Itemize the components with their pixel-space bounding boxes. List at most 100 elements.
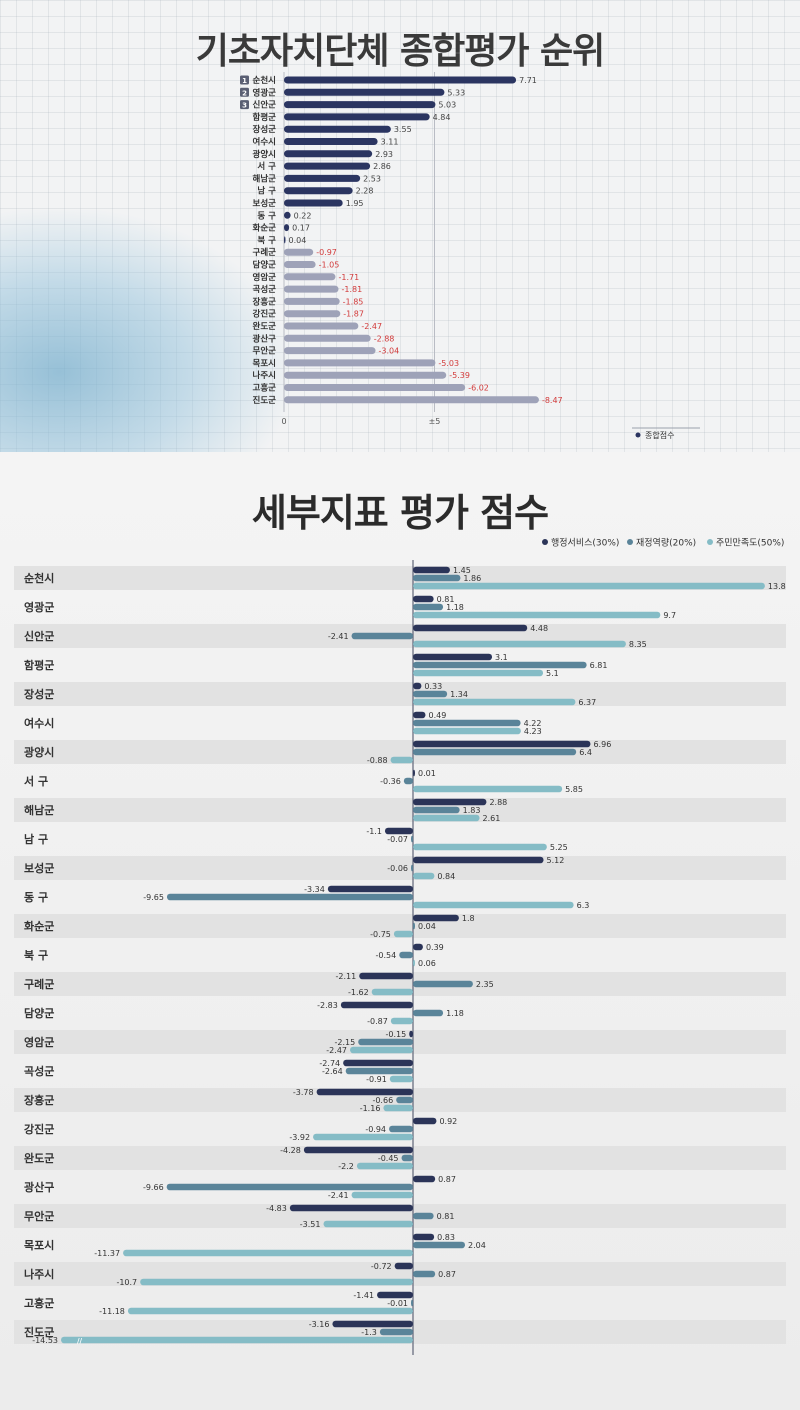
legend-label: 종합점수 bbox=[645, 430, 674, 440]
data-label: -2.41 bbox=[328, 632, 349, 641]
data-label: -5.03 bbox=[438, 359, 459, 368]
bar bbox=[389, 1075, 413, 1083]
bar bbox=[284, 322, 359, 330]
data-label: 7.71 bbox=[519, 76, 537, 85]
data-label: -3.04 bbox=[379, 347, 400, 356]
data-label: 0.81 bbox=[437, 1212, 455, 1221]
category-label: 진도군 bbox=[24, 1325, 54, 1339]
bar bbox=[345, 1067, 413, 1075]
legend-label: 행정서비스(30%) bbox=[551, 537, 619, 549]
data-label: 1.86 bbox=[463, 574, 481, 583]
bar bbox=[284, 224, 290, 232]
category-label: 영암군 bbox=[24, 1036, 54, 1049]
data-label: -1.85 bbox=[343, 297, 364, 306]
category-label: 영암군 bbox=[253, 272, 277, 283]
bar bbox=[284, 236, 286, 244]
bar bbox=[284, 150, 373, 158]
data-label: 6.4 bbox=[579, 748, 592, 757]
bar bbox=[284, 174, 361, 182]
bar bbox=[358, 1038, 413, 1046]
category-label: 나주시 bbox=[253, 370, 276, 381]
data-label: -2.88 bbox=[374, 334, 395, 343]
rank-badge bbox=[240, 87, 249, 97]
bar bbox=[413, 1241, 466, 1249]
bar bbox=[396, 1096, 413, 1104]
data-label: 0.83 bbox=[437, 1233, 455, 1242]
data-label: 1.18 bbox=[446, 603, 464, 612]
bar bbox=[393, 930, 413, 938]
data-label: 0.04 bbox=[289, 236, 307, 245]
bar bbox=[413, 1270, 436, 1278]
bar bbox=[413, 719, 521, 727]
bar bbox=[413, 603, 444, 611]
category-label: 광양시 bbox=[24, 745, 54, 759]
bar bbox=[166, 1183, 413, 1191]
data-label: -1.3 bbox=[361, 1328, 377, 1337]
rank-badge bbox=[240, 75, 249, 85]
bar bbox=[413, 748, 577, 756]
category-label: 영광군 bbox=[24, 601, 54, 614]
bar bbox=[413, 727, 521, 735]
bar bbox=[411, 835, 413, 843]
detail-title: 세부지표 평가 점수 bbox=[251, 491, 549, 535]
bar bbox=[284, 76, 517, 84]
category-label: 해남군 bbox=[253, 173, 277, 184]
legend-marker bbox=[627, 539, 633, 545]
category-label: 해남군 bbox=[24, 803, 54, 817]
data-label: 2.61 bbox=[483, 814, 501, 823]
bar bbox=[350, 1046, 413, 1054]
bar bbox=[123, 1249, 413, 1257]
data-label: -0.75 bbox=[370, 930, 391, 939]
data-label: -0.54 bbox=[376, 951, 397, 960]
category-label: 강진군 bbox=[253, 309, 277, 320]
data-label: 3.1 bbox=[495, 653, 508, 662]
bar bbox=[413, 1233, 435, 1241]
data-label: -11.37 bbox=[94, 1249, 120, 1258]
bar bbox=[413, 943, 423, 951]
data-label: -0.06 bbox=[387, 864, 408, 873]
bar bbox=[284, 371, 447, 379]
data-label: 5.85 bbox=[565, 785, 583, 794]
bar bbox=[413, 1009, 444, 1017]
bar bbox=[413, 872, 435, 880]
bar bbox=[394, 1262, 413, 1270]
bar bbox=[284, 125, 391, 133]
rank-badge-label: 2 bbox=[242, 89, 247, 97]
bar bbox=[413, 814, 480, 822]
data-label: 2.86 bbox=[373, 162, 391, 171]
category-label: 서 구 bbox=[257, 161, 276, 172]
bar bbox=[284, 101, 436, 109]
bar bbox=[61, 1336, 413, 1344]
bar bbox=[413, 1212, 434, 1220]
data-label: 2.35 bbox=[476, 980, 494, 989]
data-label: -2.15 bbox=[334, 1038, 355, 1047]
data-label: 3.55 bbox=[394, 125, 412, 134]
bar bbox=[413, 922, 415, 930]
data-label: -3.78 bbox=[293, 1088, 314, 1097]
legend-marker bbox=[542, 539, 548, 545]
data-label: -2.64 bbox=[322, 1067, 343, 1076]
data-label: 0.92 bbox=[439, 1117, 457, 1126]
data-label: 2.04 bbox=[468, 1241, 486, 1250]
data-label: -0.66 bbox=[372, 1096, 393, 1105]
rank-badge-label: 3 bbox=[242, 102, 247, 110]
bar bbox=[413, 798, 487, 806]
data-label: -9.66 bbox=[143, 1183, 164, 1192]
bar bbox=[284, 88, 445, 96]
data-label: -10.7 bbox=[116, 1278, 137, 1287]
data-label: 1.34 bbox=[450, 690, 468, 699]
category-label: 강진군 bbox=[24, 1122, 54, 1136]
bar bbox=[284, 113, 430, 121]
bar bbox=[289, 1204, 413, 1212]
data-label: -1.62 bbox=[348, 988, 369, 997]
bar bbox=[413, 661, 587, 669]
category-label: 보성군 bbox=[24, 861, 54, 875]
bar bbox=[403, 777, 413, 785]
bar bbox=[409, 1030, 413, 1038]
category-label: 북 구 bbox=[257, 235, 276, 246]
bar bbox=[413, 682, 422, 690]
data-label: 1.18 bbox=[446, 1009, 464, 1018]
category-label: 고흥군 bbox=[253, 383, 277, 394]
bar bbox=[284, 211, 291, 219]
